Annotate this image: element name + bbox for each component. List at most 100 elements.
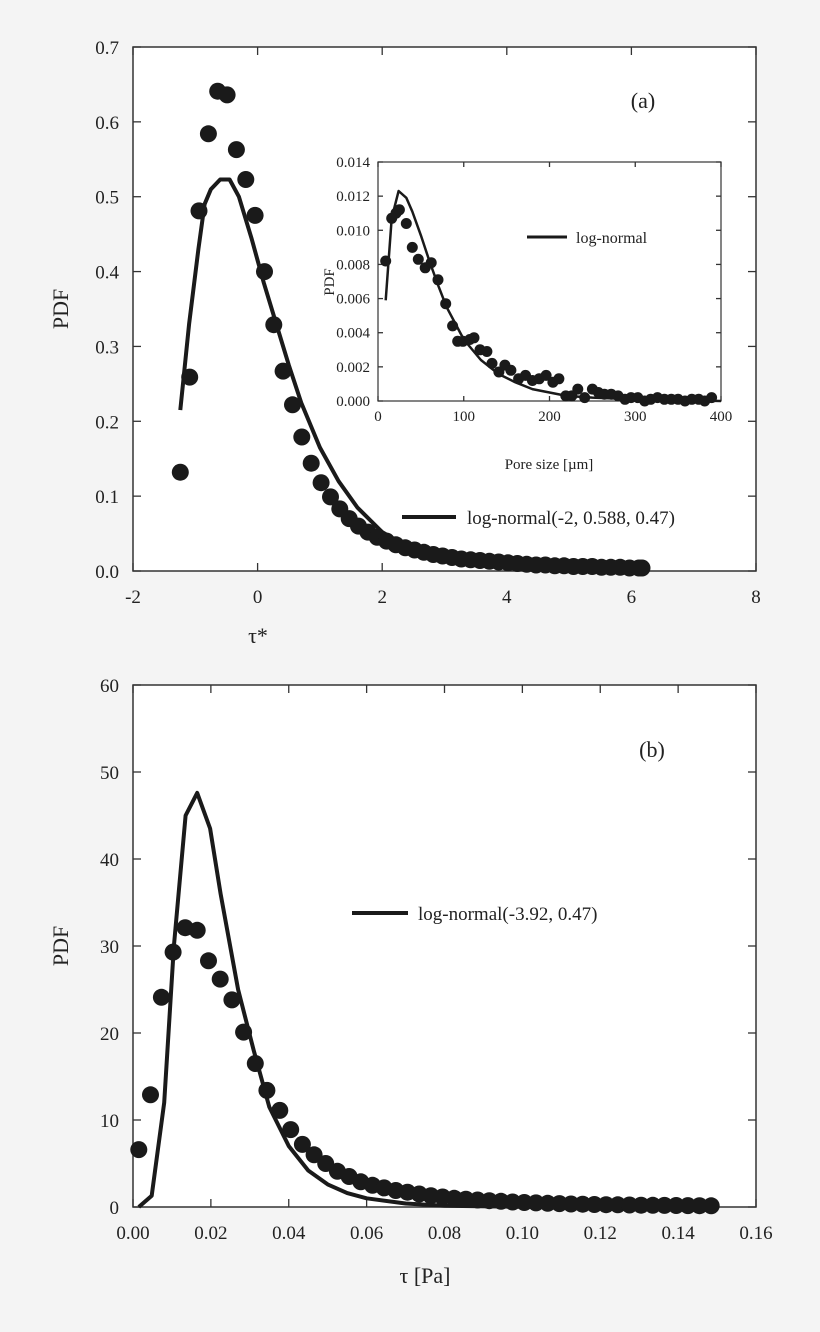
inset-ytick-label: 0.002 (336, 360, 370, 376)
panel-a-ytick-label: 0.1 (95, 487, 119, 508)
panel-a-data-point (199, 125, 217, 143)
panel-b-data-point (211, 970, 229, 988)
inset-data-point (447, 320, 459, 332)
panel-b-data-point (142, 1086, 159, 1104)
inset-xtick-label: 100 (453, 409, 476, 425)
panel-b-ytick-label: 0 (110, 1198, 120, 1219)
panel-a-label: (a) (631, 88, 655, 113)
inset-data-point (393, 204, 405, 216)
panel-b-ylabel: PDF (48, 926, 73, 966)
panel-b-data-point (597, 1196, 615, 1214)
inset-data-point (380, 255, 392, 267)
panel-a-data-point (322, 488, 339, 506)
panel-a-data-point (227, 141, 245, 159)
inset-data-point (440, 298, 452, 310)
panel-a-data-point (312, 474, 330, 492)
panel-b-label: (b) (639, 737, 665, 762)
panel-b-data-point (305, 1146, 323, 1164)
panel-b-data-point (164, 943, 182, 961)
inset-data-point (505, 364, 517, 376)
panel-b-data-point (200, 952, 217, 970)
inset-data-point (553, 373, 565, 385)
panel-b-xtick-label: 0.16 (739, 1223, 772, 1244)
panel-b-data-point (702, 1197, 720, 1215)
panel-a-data-point (265, 316, 283, 334)
panel-b-data-point (632, 1196, 650, 1214)
inset-data-point (486, 357, 498, 369)
panel-b-xtick-label: 0.02 (194, 1223, 227, 1244)
panel-a-ytick-label: 0.3 (95, 337, 119, 358)
panel-a-data-point (256, 263, 273, 281)
inset-ytick-label: 0.006 (336, 292, 370, 308)
panel-a-data-point (190, 202, 208, 220)
panel-a-ytick-label: 0.6 (95, 113, 119, 134)
panel-a-ytick-label: 0.7 (95, 38, 119, 59)
panel-a-data-point (181, 368, 199, 386)
panel-b-plot-area (132, 684, 757, 1208)
panel-b-ytick-label: 10 (100, 1111, 119, 1132)
panel-b-data-point (293, 1135, 311, 1153)
inset-data-point (406, 241, 418, 253)
panel-a-xtick-label: 4 (502, 587, 512, 608)
panel-b-xtick-label: 0.04 (272, 1223, 306, 1244)
panel-b-data-point (282, 1121, 300, 1139)
panel-b-legend-text: log-normal(-3.92, 0.47) (418, 904, 597, 925)
panel-a-ylabel: PDF (48, 289, 73, 329)
inset-xlabel: Pore size [µm] (505, 457, 594, 473)
panel-b-data-point (271, 1101, 289, 1119)
panel-a-xtick-label: 0 (253, 587, 263, 608)
panel-a-data-point (293, 428, 311, 446)
panel-b-xtick-label: 0.00 (116, 1223, 149, 1244)
inset-xtick-label: 300 (624, 409, 647, 425)
panel-b-data-point (246, 1055, 264, 1072)
inset-xtick-label: 400 (710, 409, 733, 425)
inset-data-point (412, 253, 424, 265)
panel-b-data-point (691, 1197, 708, 1215)
inset-ytick-label: 0.000 (336, 394, 370, 410)
inset-ytick-label: 0.008 (336, 257, 370, 273)
panel-b-ytick-label: 20 (100, 1024, 119, 1045)
panel-a-xtick-label: 2 (377, 587, 387, 608)
panel-a-data-point (218, 86, 236, 104)
inset-ytick-label: 0.010 (336, 223, 370, 239)
inset-data-point (706, 392, 718, 404)
panel-b-data-point (656, 1196, 673, 1214)
panel-b-data-point (223, 991, 241, 1009)
panel-b-data-point (152, 988, 170, 1006)
panel-a-ytick-label: 0.2 (95, 412, 119, 433)
panel-b-lognormal-curve (137, 790, 714, 1209)
panel-a-xtick-label: -2 (125, 587, 141, 608)
inset-data-point (481, 346, 493, 357)
panel-a-data-point (302, 454, 320, 472)
panel-b-xtick-label: 0.08 (428, 1223, 461, 1244)
panel-a-xtick-label: 8 (751, 587, 761, 608)
inset-ytick-label: 0.004 (336, 326, 370, 342)
inset-data-point (572, 383, 584, 395)
panel-b-data-point (667, 1197, 685, 1214)
panel-b: (b) PDF τ [Pa] log-normal(-3.92, 0.47) 0… (48, 676, 773, 1288)
panel-a-data-point (237, 171, 255, 188)
panel-a-legend-text: log-normal(-2, 0.588, 0.47) (467, 508, 675, 529)
inset-ytick-label: 0.012 (336, 189, 370, 205)
panel-a-ytick-label: 0.0 (95, 562, 119, 583)
panel-a-ytick-label: 0.5 (95, 188, 119, 209)
panel-b-data-point (188, 921, 206, 939)
inset-xtick-label: 200 (538, 409, 561, 425)
panel-b-data-point (258, 1081, 276, 1099)
panel-b-data-point (235, 1023, 253, 1041)
panel-b-xtick-label: 0.06 (350, 1223, 383, 1244)
panel-a-inset: PDF Pore size [µm] log-normal 0 100 200 300… (322, 155, 732, 473)
panel-b-data-point (644, 1196, 662, 1214)
panel-b-xtick-label: 0.12 (584, 1223, 617, 1244)
inset-ylabel: PDF (322, 268, 338, 296)
panel-b-ytick-label: 50 (100, 763, 119, 784)
inset-data-point (425, 257, 437, 269)
panel-b-ytick-label: 40 (100, 850, 119, 871)
panel-b-xtick-label: 0.10 (506, 1223, 539, 1244)
inset-data-point (400, 218, 412, 229)
inset-data-point (468, 332, 480, 344)
inset-plot-area (377, 161, 722, 402)
panel-b-ytick-label: 30 (100, 937, 119, 958)
panel-a-data-point (274, 362, 292, 380)
